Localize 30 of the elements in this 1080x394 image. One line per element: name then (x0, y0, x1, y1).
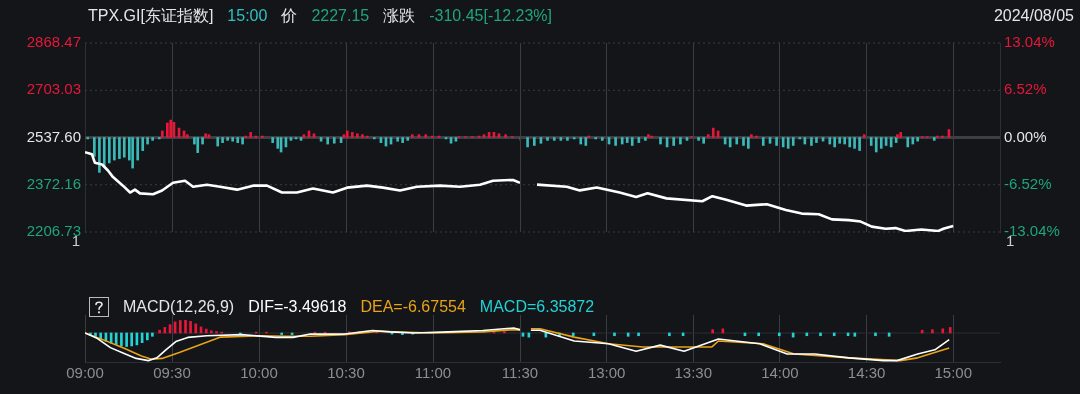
y-tick-label: 6.52% (1004, 80, 1047, 98)
series-label: DIF=-3.49618 (248, 298, 347, 316)
text: 2227.15 (311, 7, 370, 25)
text: MACD=6.35872 (479, 298, 595, 316)
y-tick-label: -6.52% (1004, 174, 1052, 192)
text: 涨跌 (383, 5, 416, 26)
text: 15:00 (227, 7, 268, 25)
y-tick-label: 2868.47 (26, 33, 81, 51)
text: -310.45[-12.23%] (429, 7, 552, 25)
x-tick-label: 13:30 (674, 364, 713, 382)
series-label: DEA=-6.67554 (360, 298, 466, 316)
x-tick-label: 11:30 (501, 364, 539, 382)
x-tick-label: 14:30 (847, 364, 886, 382)
text: 价 (281, 5, 298, 26)
x-tick-label: 15:00 (934, 364, 972, 382)
x-tick-label: 09:30 (153, 364, 191, 382)
y-tick-label: 2703.03 (26, 80, 81, 98)
x-tick-label: 09:00 (66, 364, 104, 382)
x-tick-label: 10:30 (327, 364, 365, 382)
y-tick-label: 0.00% (1004, 127, 1047, 145)
y-tick-label: 2372.16 (26, 174, 81, 192)
y-tick-label: 13.04% (1004, 33, 1055, 51)
y-tick-label: 2537.60 (26, 127, 81, 145)
x-tick-label: 13:00 (587, 364, 626, 382)
x-tick-label: 14:00 (761, 364, 799, 382)
chart-title: TPX.GI[东证指数] (88, 5, 214, 26)
x-tick-label: 10:00 (240, 364, 278, 382)
x-tick-label: 11:00 (414, 364, 452, 382)
chart-title: MACD(12,26,9) (123, 298, 235, 316)
text: 2024/08/05 (993, 7, 1074, 25)
